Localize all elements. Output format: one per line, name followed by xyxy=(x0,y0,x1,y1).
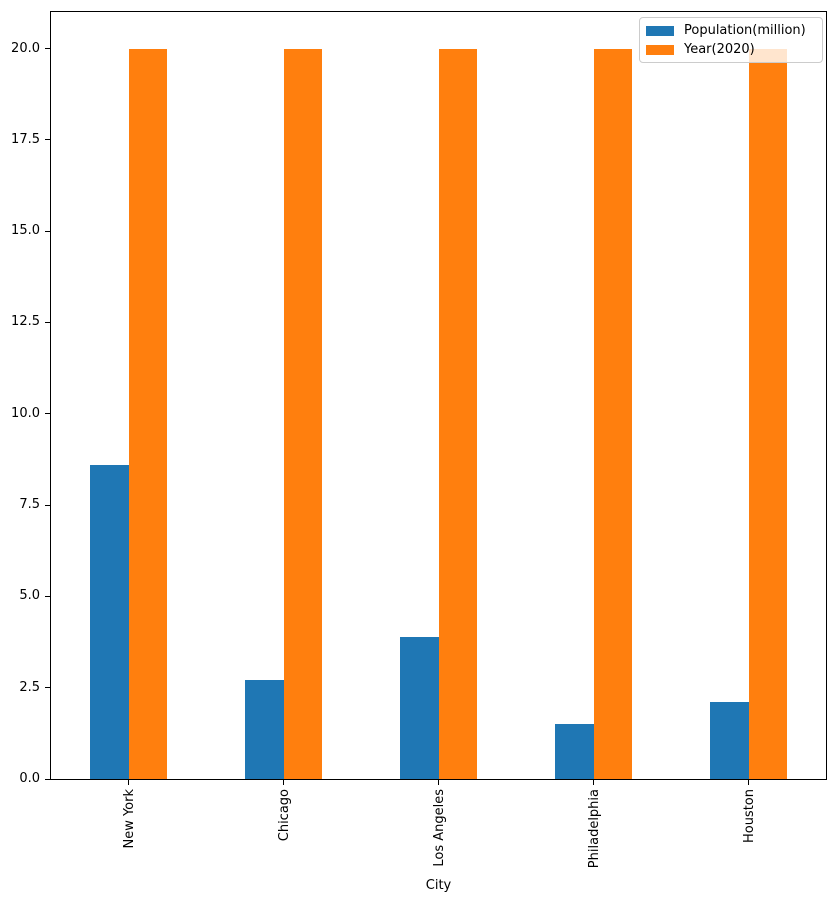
legend-swatch-year-2020 xyxy=(646,44,674,55)
y-tick xyxy=(45,779,50,780)
x-tick-label-los-angeles: Los Angeles xyxy=(431,789,447,867)
x-tick xyxy=(283,780,284,785)
y-tick-label: 20.0 xyxy=(11,41,40,56)
legend-swatch-population-million xyxy=(646,25,674,36)
x-tick xyxy=(748,780,749,785)
bar-population-million-chicago xyxy=(244,680,284,779)
bar-year-2020-chicago xyxy=(283,48,323,779)
y-tick-label: 2.5 xyxy=(19,680,40,695)
x-tick-label-new-york: New York xyxy=(121,789,137,849)
legend-label-population-million: Population(million) xyxy=(684,23,806,38)
y-tick xyxy=(45,596,50,597)
x-tick xyxy=(128,780,129,785)
bar-year-2020-new-york xyxy=(128,48,168,779)
x-tick-label-philadelphia: Philadelphia xyxy=(586,789,602,869)
bar-year-2020-houston xyxy=(748,48,788,779)
x-tick xyxy=(438,780,439,785)
y-tick xyxy=(45,505,50,506)
y-tick-label: 7.5 xyxy=(19,497,40,512)
y-tick xyxy=(45,48,50,49)
x-tick xyxy=(593,780,594,785)
x-tick-label-chicago: Chicago xyxy=(276,789,292,842)
y-tick xyxy=(45,687,50,688)
legend-row: Population(million) xyxy=(646,21,816,40)
bar-year-2020-los-angeles xyxy=(438,48,478,779)
y-tick xyxy=(45,322,50,323)
x-tick-label-houston: Houston xyxy=(741,789,757,844)
bar-population-million-houston xyxy=(709,702,749,779)
y-tick xyxy=(45,139,50,140)
bar-year-2020-philadelphia xyxy=(593,48,633,779)
bar-population-million-los-angeles xyxy=(399,636,439,779)
y-tick-label: 17.5 xyxy=(11,132,40,147)
y-tick-label: 0.0 xyxy=(19,771,40,786)
y-tick-label: 15.0 xyxy=(11,223,40,238)
y-tick-label: 12.5 xyxy=(11,314,40,329)
y-tick-label: 10.0 xyxy=(11,406,40,421)
x-axis-title: City xyxy=(425,878,452,893)
bar-population-million-philadelphia xyxy=(554,724,594,779)
legend: Population(million) Year(2020) xyxy=(639,17,823,63)
y-tick xyxy=(45,413,50,414)
legend-row: Year(2020) xyxy=(646,40,816,59)
y-tick xyxy=(45,231,50,232)
bar-population-million-new-york xyxy=(89,464,129,779)
legend-label-year-2020: Year(2020) xyxy=(684,42,755,57)
y-tick-label: 5.0 xyxy=(19,588,40,603)
plot-area xyxy=(50,11,827,780)
